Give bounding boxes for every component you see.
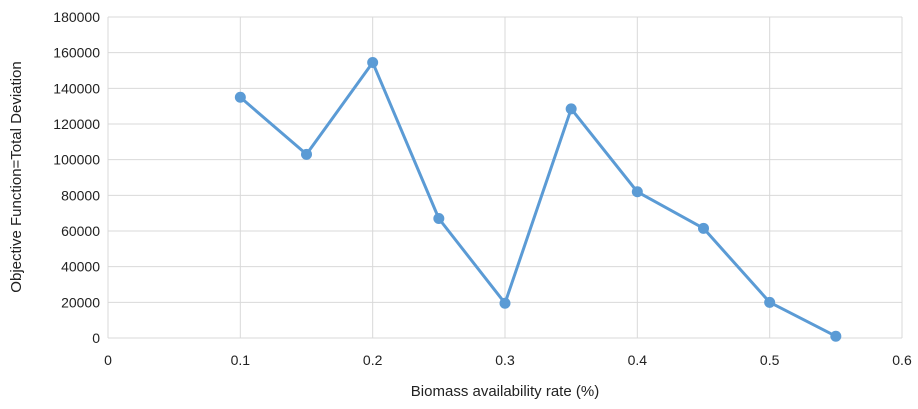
y-tick-label: 160000 [53, 45, 100, 61]
x-tick-label: 0.4 [628, 352, 648, 368]
grid-layer [107, 16, 903, 339]
x-tick-label: 0.2 [363, 352, 383, 368]
data-point [433, 213, 445, 225]
series-line [238, 61, 838, 338]
x-tick-label: 0 [104, 352, 112, 368]
y-axis-title: Objective Function=Total Deviation [8, 61, 25, 292]
data-point [565, 103, 577, 115]
y-tick-label: 80000 [61, 187, 100, 203]
y-tick-label: 0 [92, 330, 100, 346]
y-tick-label: 60000 [61, 223, 100, 239]
data-point [631, 186, 643, 198]
y-tick-label: 40000 [61, 259, 100, 275]
y-tick-label: 100000 [53, 152, 100, 168]
data-point [698, 222, 709, 234]
y-tick-label: 140000 [53, 80, 100, 96]
y-tick-label: 20000 [61, 294, 100, 310]
x-tick-label: 0.6 [892, 352, 912, 368]
x-tick-label: 0.1 [231, 352, 251, 368]
y-tick-label: 120000 [53, 116, 100, 132]
data-point [764, 296, 776, 308]
x-tick-label: 0.5 [760, 352, 780, 368]
tick-labels: 0 20000 40000 60000 80000 100000 120000 140000 1… [53, 9, 912, 368]
data-point [830, 330, 842, 342]
x-tick-label: 0.3 [495, 352, 515, 368]
data-point [499, 297, 511, 309]
data-point [234, 91, 246, 103]
x-axis-title: Biomass availability rate (%) [411, 383, 599, 400]
series-layer [234, 56, 842, 342]
y-tick-label: 180000 [53, 9, 100, 25]
data-point [367, 56, 379, 68]
data-point [301, 148, 312, 160]
